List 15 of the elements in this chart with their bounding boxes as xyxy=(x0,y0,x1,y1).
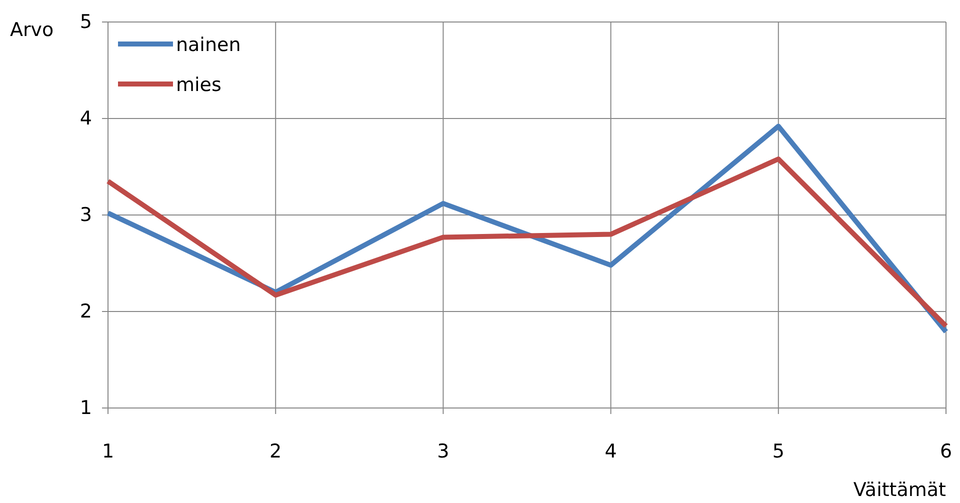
x-tick-label: 2 xyxy=(270,440,282,462)
y-tick-label: 3 xyxy=(80,204,92,226)
y-tick-label: 1 xyxy=(80,397,92,420)
legend-label: mies xyxy=(176,74,222,96)
x-tick-label: 4 xyxy=(604,440,617,462)
legend-label: nainen xyxy=(176,34,241,56)
y-tick-label: 2 xyxy=(80,300,92,323)
x-tick-label: 5 xyxy=(772,440,784,462)
x-tick-label: 1 xyxy=(102,440,114,462)
x-tick-label: 3 xyxy=(437,440,450,462)
y-axis-title: Arvo xyxy=(10,19,54,41)
x-axis-title: Väittämät xyxy=(853,479,946,501)
x-tick-label: 6 xyxy=(940,440,952,462)
y-tick-label: 4 xyxy=(80,108,92,130)
y-tick-label: 5 xyxy=(80,11,92,34)
